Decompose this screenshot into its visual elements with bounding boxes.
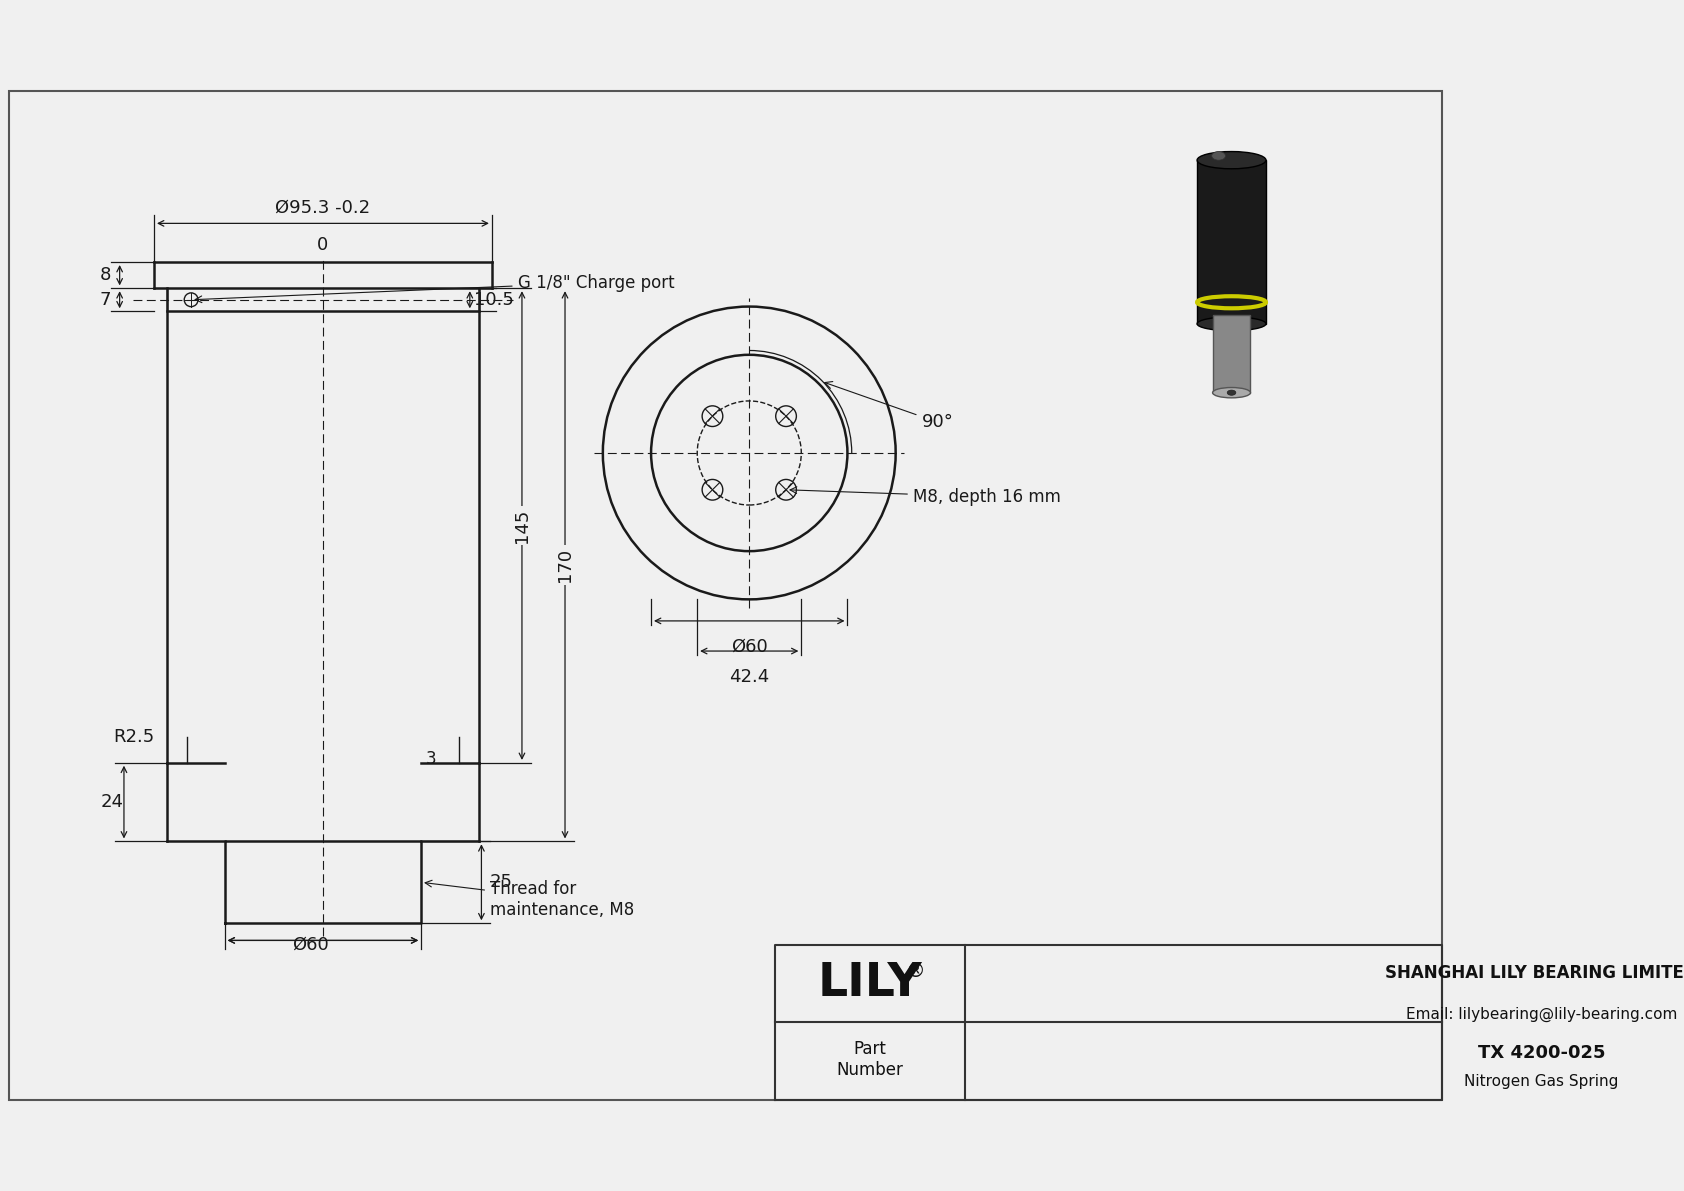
Text: 25: 25	[490, 873, 514, 891]
Text: M8, depth 16 mm: M8, depth 16 mm	[790, 487, 1061, 506]
Text: 24: 24	[101, 793, 125, 811]
Text: 7: 7	[99, 291, 111, 308]
Ellipse shape	[1197, 151, 1266, 169]
Text: SHANGHAI LILY BEARING LIMITED: SHANGHAI LILY BEARING LIMITED	[1386, 964, 1684, 981]
Ellipse shape	[1197, 317, 1266, 331]
Text: 10.5: 10.5	[475, 291, 514, 308]
Text: Nitrogen Gas Spring: Nitrogen Gas Spring	[1465, 1073, 1618, 1089]
Text: 8: 8	[99, 267, 111, 285]
Text: Thread for
maintenance, M8: Thread for maintenance, M8	[424, 880, 635, 919]
Text: 170: 170	[556, 548, 574, 582]
Text: ®: ®	[904, 962, 925, 981]
Text: Part
Number: Part Number	[837, 1040, 903, 1079]
Text: 145: 145	[514, 509, 530, 543]
Text: Ø60: Ø60	[291, 935, 328, 953]
Ellipse shape	[1212, 151, 1226, 160]
Ellipse shape	[1228, 391, 1236, 395]
Text: TX 4200-025: TX 4200-025	[1479, 1045, 1605, 1062]
Text: Ø60: Ø60	[731, 638, 768, 656]
Text: Ø95.3 -0.2: Ø95.3 -0.2	[276, 199, 370, 217]
Text: R2.5: R2.5	[113, 728, 155, 746]
Polygon shape	[1197, 160, 1266, 324]
Text: LILY: LILY	[817, 961, 923, 1006]
Text: Email: lilybearing@lily-bearing.com: Email: lilybearing@lily-bearing.com	[1406, 1006, 1677, 1022]
Ellipse shape	[1212, 387, 1251, 398]
Text: G 1/8" Charge port: G 1/8" Charge port	[195, 274, 674, 303]
Text: 3: 3	[426, 749, 436, 767]
Text: 90°: 90°	[825, 381, 953, 431]
Text: 0: 0	[317, 236, 328, 254]
Polygon shape	[1212, 316, 1251, 393]
Text: 42.4: 42.4	[729, 668, 770, 686]
